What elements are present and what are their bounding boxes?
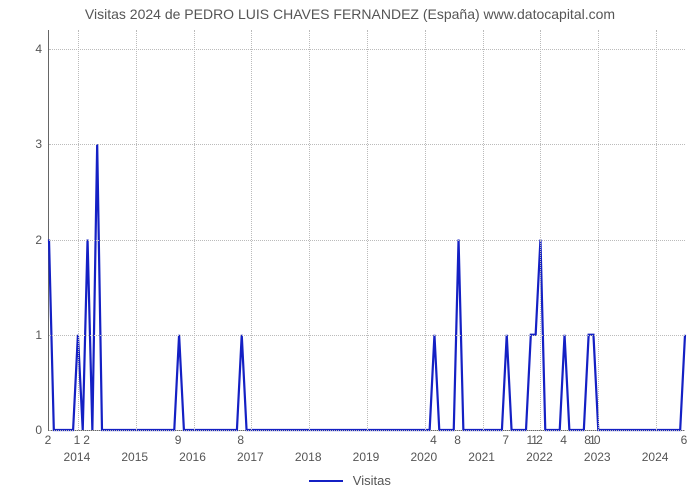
ytick-label: 1 (28, 328, 42, 342)
point-label: 6 (681, 433, 688, 447)
point-label: 4 (560, 433, 567, 447)
ytick-label: 2 (28, 233, 42, 247)
xtick-year-label: 2019 (353, 450, 380, 464)
xtick-year-label: 2024 (642, 450, 669, 464)
point-label: 4 (430, 433, 437, 447)
gridline-v (540, 30, 541, 430)
point-label: 7 (502, 433, 509, 447)
point-label: 1 (74, 433, 81, 447)
gridline-v (367, 30, 368, 430)
point-label: 2 (83, 433, 90, 447)
point-label: 9 (175, 433, 182, 447)
xtick-year-label: 2017 (237, 450, 264, 464)
chart-title: Visitas 2024 de PEDRO LUIS CHAVES FERNAN… (0, 6, 700, 22)
xtick-year-label: 2022 (526, 450, 553, 464)
gridline-v (309, 30, 310, 430)
chart-container: Visitas 2024 de PEDRO LUIS CHAVES FERNAN… (0, 0, 700, 500)
point-label: 2 (45, 433, 52, 447)
xtick-year-label: 2014 (64, 450, 91, 464)
point-label: 2 (536, 433, 543, 447)
xtick-year-label: 2016 (179, 450, 206, 464)
plot-area (48, 30, 685, 431)
point-label: 0 (594, 433, 601, 447)
xtick-year-label: 2020 (410, 450, 437, 464)
gridline-v (251, 30, 252, 430)
gridline-v (656, 30, 657, 430)
legend-swatch (309, 480, 343, 482)
gridline-v (194, 30, 195, 430)
legend: Visitas (0, 472, 700, 488)
ytick-label: 0 (28, 423, 42, 437)
ytick-label: 4 (28, 42, 42, 56)
gridline-v (136, 30, 137, 430)
gridline-v (598, 30, 599, 430)
point-label: 8 (454, 433, 461, 447)
xtick-year-label: 2018 (295, 450, 322, 464)
ytick-label: 3 (28, 137, 42, 151)
xtick-year-label: 2015 (121, 450, 148, 464)
legend-label: Visitas (353, 473, 391, 488)
xtick-year-label: 2023 (584, 450, 611, 464)
xtick-year-label: 2021 (468, 450, 495, 464)
gridline-v (425, 30, 426, 430)
gridline-v (483, 30, 484, 430)
gridline-v (78, 30, 79, 430)
gridline-h (49, 430, 685, 431)
point-label: 8 (237, 433, 244, 447)
